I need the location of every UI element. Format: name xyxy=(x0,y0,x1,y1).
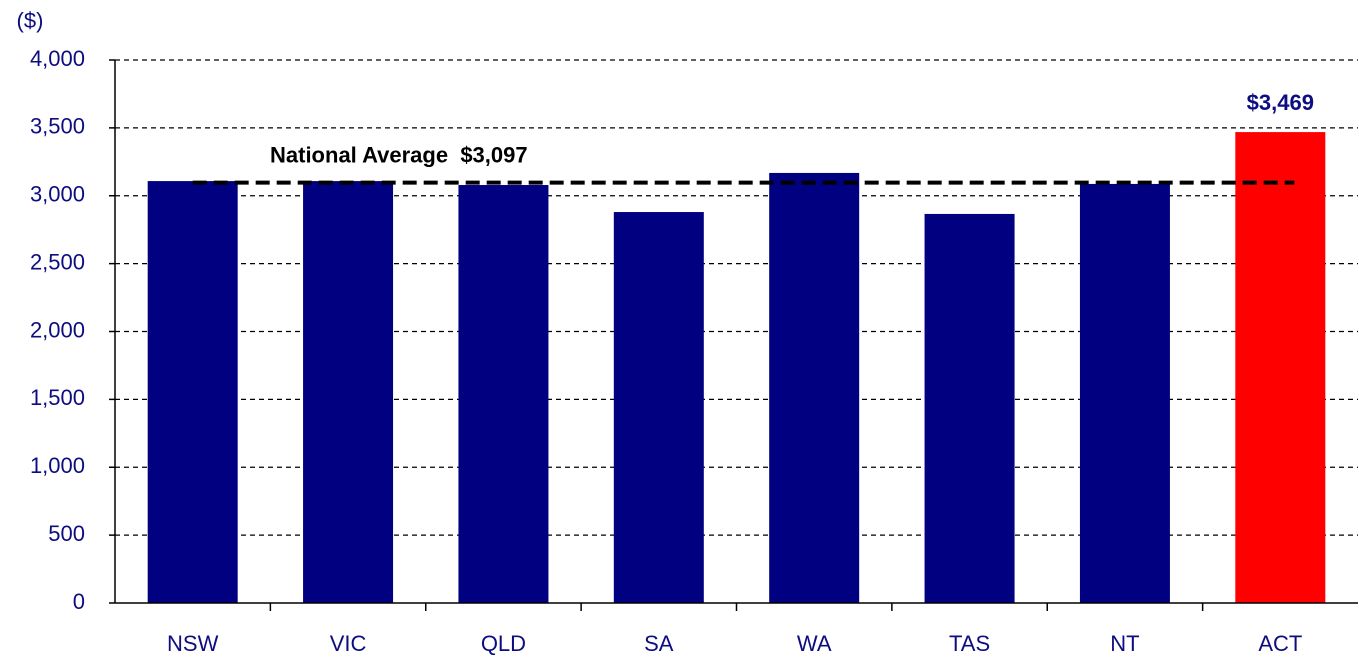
bar xyxy=(147,181,238,604)
value-label: $3,469 xyxy=(1247,90,1314,115)
x-tick-label: NT xyxy=(1110,631,1139,656)
bar xyxy=(458,185,549,603)
y-tick-label: 4,000 xyxy=(30,46,85,71)
x-tick-label: WA xyxy=(797,631,832,656)
average-label: National Average $3,097 xyxy=(270,142,528,167)
x-tick-label: ACT xyxy=(1258,631,1302,656)
x-tick-label: SA xyxy=(644,631,674,656)
bar xyxy=(769,172,860,603)
bar xyxy=(613,212,704,604)
y-tick-label: 0 xyxy=(73,589,85,614)
bar xyxy=(303,181,394,604)
x-tick-label: VIC xyxy=(330,631,367,656)
y-tick-label: 2,000 xyxy=(30,317,85,342)
y-tick-label: 1,500 xyxy=(30,385,85,410)
bar xyxy=(1079,183,1170,603)
x-tick-label: NSW xyxy=(167,631,219,656)
y-tick-label: 3,000 xyxy=(30,182,85,207)
bar xyxy=(1235,132,1326,603)
y-tick-label: 1,000 xyxy=(30,453,85,478)
y-tick-label: 3,500 xyxy=(30,114,85,139)
bar xyxy=(924,213,1015,604)
y-tick-label: 2,500 xyxy=(30,249,85,274)
y-axis-label: ($) xyxy=(17,8,44,33)
y-tick-label: 500 xyxy=(48,521,85,546)
x-tick-label: QLD xyxy=(481,631,526,656)
x-tick-label: TAS xyxy=(949,631,990,656)
